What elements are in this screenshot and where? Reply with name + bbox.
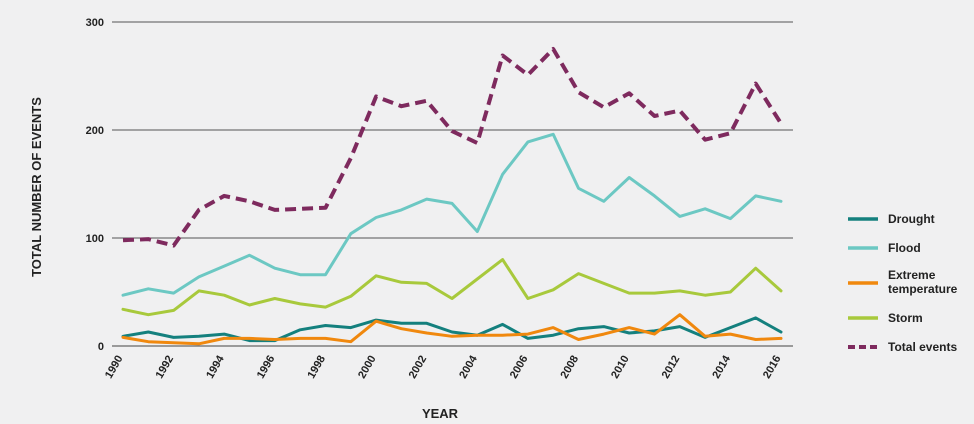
x-tick-label: 1990 bbox=[103, 354, 126, 381]
x-tick-label: 1992 bbox=[154, 354, 177, 381]
x-tick-label: 1994 bbox=[204, 353, 227, 381]
series-line-storm bbox=[121, 258, 783, 317]
y-tick-label: 200 bbox=[86, 125, 104, 137]
x-tick-label: 2002 bbox=[407, 354, 430, 381]
legend-label: Drought bbox=[888, 212, 935, 226]
series-line-extreme-temperature bbox=[121, 313, 783, 346]
y-tick-labels: 0 100 200 300 bbox=[86, 17, 104, 353]
legend-label: Total events bbox=[888, 340, 957, 354]
x-tick-label: 2014 bbox=[710, 353, 733, 381]
x-tick-label: 2006 bbox=[508, 354, 531, 381]
x-tick-labels: 1990 1992 1994 1996 1998 2000 2002 2004 2006 2008… bbox=[103, 353, 784, 381]
series-line-total-events bbox=[122, 47, 783, 248]
x-tick-label: 1996 bbox=[255, 354, 278, 381]
y-axis-title: TOTAL NUMBER OF EVENTS bbox=[29, 97, 44, 277]
x-tick-label: 2016 bbox=[761, 354, 784, 381]
x-tick-label: 2008 bbox=[559, 354, 582, 381]
x-axis-title: YEAR bbox=[422, 406, 459, 421]
x-tick-label: 2012 bbox=[660, 354, 683, 381]
x-tick-label: 2004 bbox=[457, 353, 480, 381]
y-tick-label: 100 bbox=[86, 233, 104, 245]
series-line-drought bbox=[121, 316, 783, 343]
series-line-flood bbox=[121, 132, 783, 297]
grid-lines bbox=[112, 21, 793, 347]
legend-label: Storm bbox=[888, 311, 923, 325]
y-tick-label: 300 bbox=[86, 17, 104, 29]
x-tick-label: 2010 bbox=[609, 354, 632, 381]
y-tick-label: 0 bbox=[98, 341, 104, 353]
x-tick-label: 1998 bbox=[305, 354, 328, 381]
x-tick-label: 2000 bbox=[356, 354, 379, 381]
legend: Drought Flood Extreme temperature Storm Total… bbox=[848, 212, 958, 354]
legend-label: Flood bbox=[888, 241, 921, 255]
legend-label: Extreme temperature bbox=[888, 268, 958, 296]
series-lines bbox=[121, 47, 783, 346]
